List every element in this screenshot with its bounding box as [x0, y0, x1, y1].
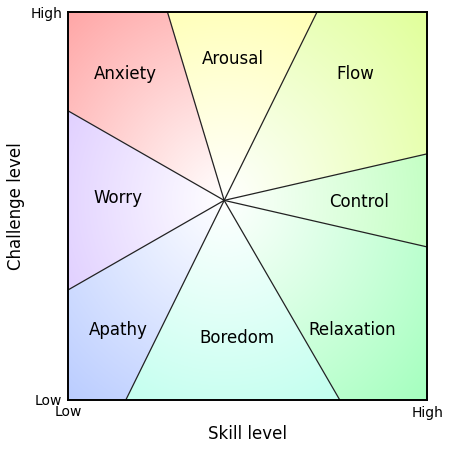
Y-axis label: Challenge level: Challenge level — [7, 142, 25, 270]
Text: Worry: Worry — [94, 189, 143, 207]
Text: Flow: Flow — [336, 65, 374, 83]
X-axis label: Skill level: Skill level — [208, 425, 287, 443]
Text: Relaxation: Relaxation — [308, 321, 396, 339]
Text: Apathy: Apathy — [89, 321, 148, 339]
Text: Anxiety: Anxiety — [94, 65, 157, 83]
Text: Boredom: Boredom — [199, 329, 274, 347]
Text: Control: Control — [329, 194, 389, 212]
Text: Arousal: Arousal — [202, 50, 264, 68]
